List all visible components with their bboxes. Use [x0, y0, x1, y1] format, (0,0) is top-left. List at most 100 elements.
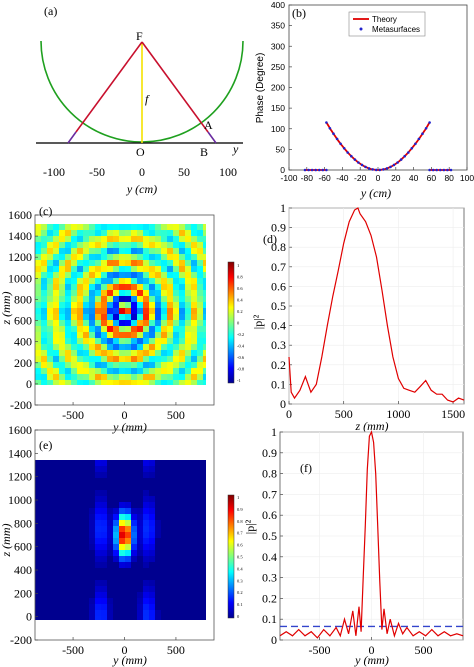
tick-label: 400 — [14, 335, 32, 349]
heatmap-cell — [149, 248, 155, 254]
heatmap-cell — [95, 368, 101, 374]
heatmap-cell — [137, 332, 143, 338]
heatmap-cell — [173, 332, 179, 338]
heatmap-cell — [89, 254, 95, 260]
heatmap-cell — [137, 380, 143, 385]
heatmap-cell — [89, 224, 95, 230]
heatmap-cell — [149, 302, 155, 308]
heatmap-cell — [173, 302, 179, 308]
point-a-label: A — [204, 118, 213, 132]
heatmap-cell — [161, 368, 167, 374]
heatmap-cell — [89, 616, 95, 620]
heatmap-cell — [95, 598, 101, 604]
heatmap-cell — [143, 496, 149, 502]
heatmap-cell — [113, 532, 119, 538]
heatmap-cell — [53, 326, 59, 332]
heatmap-cell — [143, 296, 149, 302]
heatmap-cell — [41, 332, 47, 338]
heatmap-cell — [107, 278, 113, 284]
heatmap-cell — [191, 326, 197, 332]
tick-label: -100 — [43, 165, 65, 179]
heatmap-cell — [125, 332, 131, 338]
heatmap-cell — [77, 350, 83, 356]
heatmap-cell — [125, 284, 131, 290]
tick-label: 0 — [26, 610, 32, 624]
heatmap-cell — [107, 242, 113, 248]
heatmap-cell — [137, 604, 143, 610]
heatmap-cell — [167, 224, 173, 230]
heatmap-cell — [41, 326, 47, 332]
heatmap-cell — [131, 520, 137, 526]
heatmap-cell — [185, 368, 191, 374]
heatmap-cell — [131, 344, 137, 350]
heatmap-cell — [101, 514, 107, 520]
heatmap-cell — [143, 302, 149, 308]
heatmap-cell — [155, 266, 161, 272]
heatmap-cell — [53, 248, 59, 254]
metasurface-point — [417, 137, 421, 141]
heatmap-cell — [95, 260, 101, 266]
heatmap-cell — [71, 302, 77, 308]
heatmap-cell — [95, 550, 101, 556]
heatmap-cell — [167, 314, 173, 320]
heatmap-cell — [167, 296, 173, 302]
heatmap-cell — [95, 460, 101, 466]
heatmap-cell — [71, 368, 77, 374]
heatmap-cell — [191, 254, 197, 260]
heatmap-cell — [191, 278, 197, 284]
metasurface-point — [346, 151, 350, 154]
heatmap-cell — [71, 344, 77, 350]
heatmap-cell — [185, 272, 191, 278]
heatmap-cell — [107, 362, 113, 368]
tick-label: 0 — [271, 633, 277, 647]
heatmap-cell — [143, 284, 149, 290]
tick-label: 0.6 — [237, 543, 243, 548]
heatmap-cell — [179, 308, 185, 314]
heatmap-cell — [59, 254, 65, 260]
heatmap-cell — [35, 344, 41, 350]
point-b-label: B — [200, 145, 208, 159]
heatmap-cell — [149, 266, 155, 272]
heatmap-cell — [167, 344, 173, 350]
tick-label: 0.3 — [271, 338, 286, 352]
metasurface-point — [382, 168, 385, 171]
heatmap-cell — [161, 260, 167, 266]
heatmap-cell — [161, 362, 167, 368]
heatmap-cell — [185, 278, 191, 284]
heatmap-cell — [59, 284, 65, 290]
heatmap-cell — [95, 520, 101, 526]
heatmap-cell — [173, 230, 179, 236]
heatmap-cell — [101, 556, 107, 562]
heatmap-cell — [101, 374, 107, 380]
heatmap-cell — [77, 338, 83, 344]
heatmap-cell — [119, 290, 125, 296]
heatmap-cell — [125, 508, 131, 514]
heatmap-cell — [83, 260, 89, 266]
heatmap-cell — [173, 272, 179, 278]
heatmap-cell — [149, 272, 155, 278]
heatmap-cell — [107, 236, 113, 242]
tick-label: -0.6 — [237, 355, 245, 360]
heatmap-cell — [149, 526, 155, 532]
heatmap-cell — [53, 242, 59, 248]
heatmap-cell — [77, 368, 83, 374]
heatmap-cell — [95, 580, 101, 586]
heatmap-cell — [101, 248, 107, 254]
heatmap-cell — [167, 236, 173, 242]
legend-box — [348, 11, 426, 37]
heatmap-cell — [179, 296, 185, 302]
heatmap-cell — [107, 314, 113, 320]
heatmap-cell — [41, 230, 47, 236]
heatmap-cell — [191, 368, 197, 374]
heatmap-cell — [65, 290, 71, 296]
metasurface-point — [325, 168, 328, 172]
heatmap-cell — [101, 604, 107, 610]
heatmap-cell — [143, 224, 149, 230]
heatmap-cell — [191, 224, 197, 230]
heatmap-cell — [35, 314, 41, 320]
heatmap-cell — [53, 302, 59, 308]
heatmap-cell — [203, 368, 206, 374]
heatmap-cell — [35, 380, 41, 385]
metasurface-point — [424, 127, 428, 130]
heatmap-cell — [107, 374, 113, 380]
